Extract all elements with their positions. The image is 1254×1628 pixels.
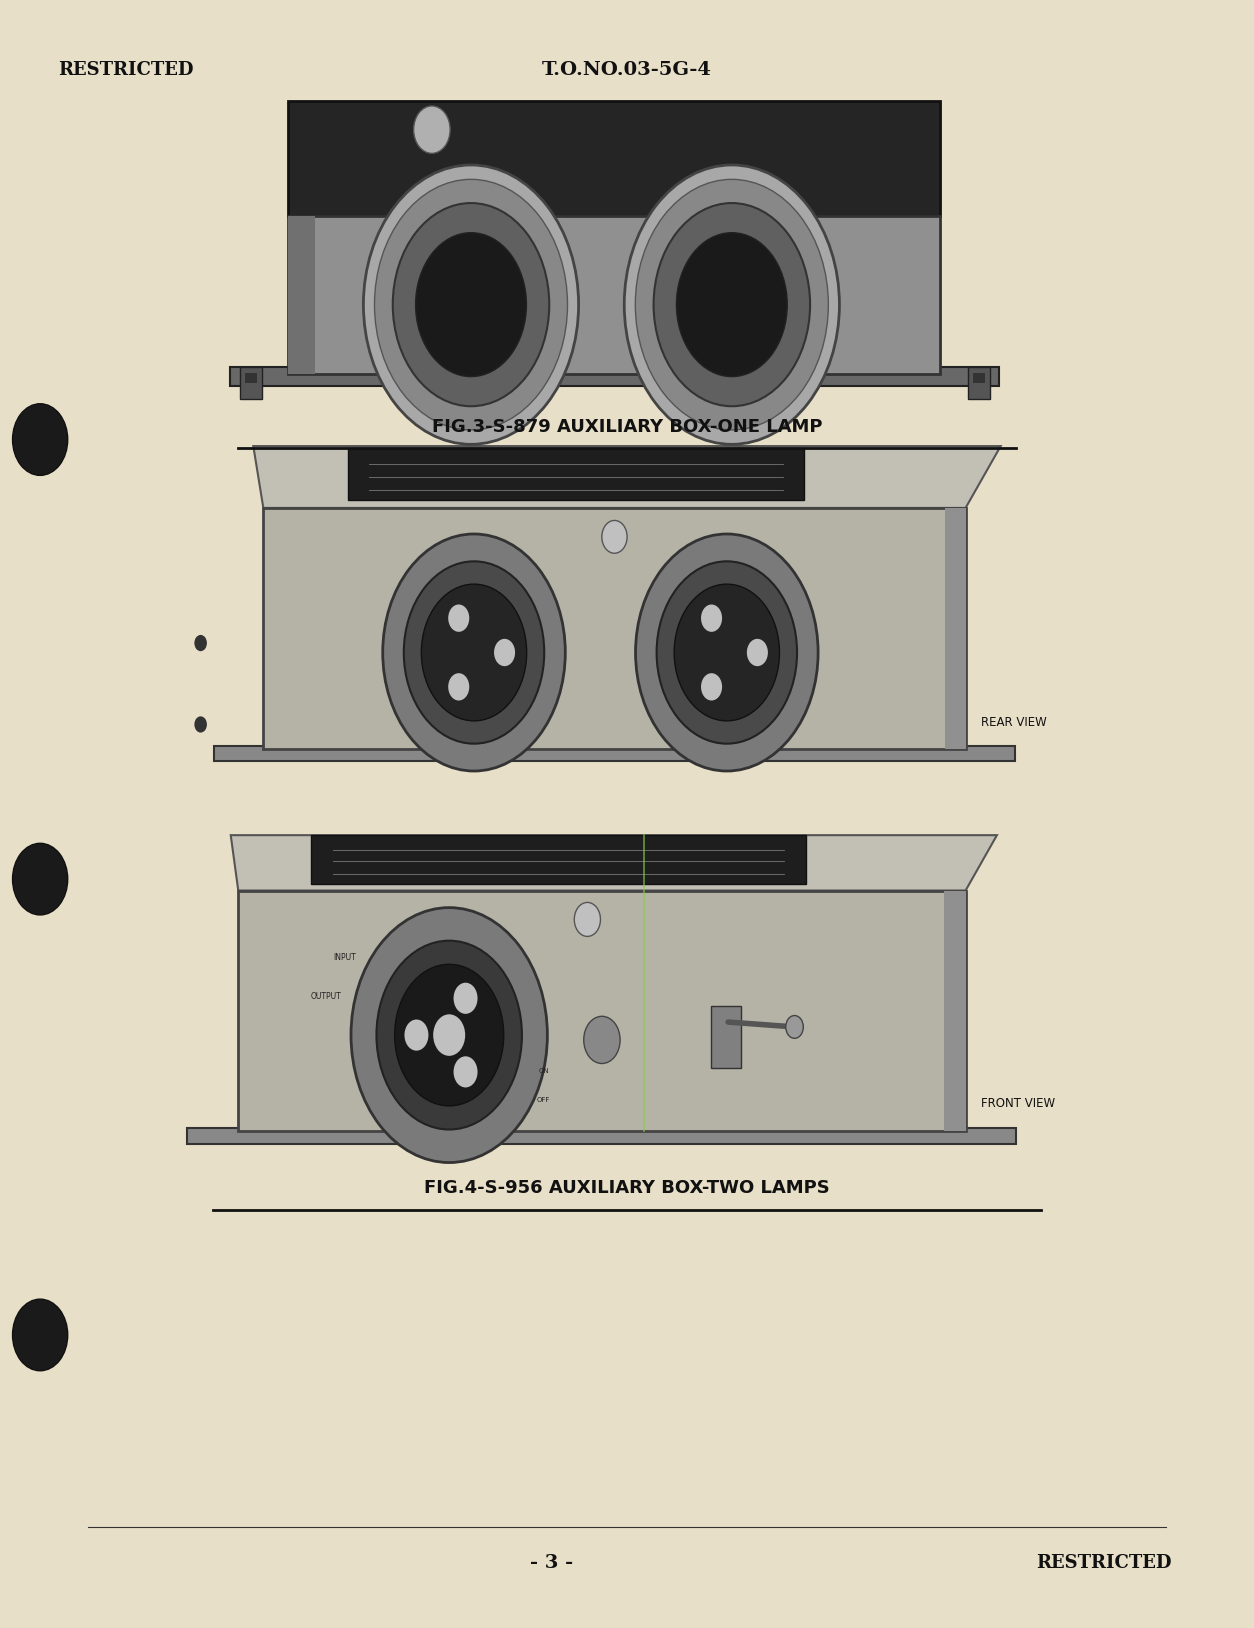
Bar	[973, 373, 986, 383]
Circle shape	[395, 964, 504, 1105]
Bar	[288, 217, 940, 374]
Circle shape	[405, 1019, 429, 1050]
Circle shape	[602, 521, 627, 554]
Circle shape	[583, 1016, 619, 1063]
Text: RESTRICTED: RESTRICTED	[58, 60, 193, 80]
Bar	[229, 366, 999, 386]
Circle shape	[454, 1057, 478, 1088]
Circle shape	[382, 534, 566, 772]
Circle shape	[415, 233, 527, 376]
Circle shape	[421, 584, 527, 721]
Circle shape	[454, 983, 478, 1014]
Circle shape	[404, 562, 544, 744]
Circle shape	[653, 204, 810, 407]
Text: ON: ON	[538, 1068, 549, 1074]
Circle shape	[786, 1016, 804, 1039]
Text: FRONT VIEW: FRONT VIEW	[981, 1097, 1055, 1110]
Circle shape	[448, 672, 469, 700]
Text: INPUT: INPUT	[332, 954, 356, 962]
Text: FIG.3-S-879 AUXILIARY BOX-ONE LAMP: FIG.3-S-879 AUXILIARY BOX-ONE LAMP	[431, 417, 823, 436]
Bar	[238, 891, 966, 1131]
Circle shape	[701, 604, 722, 632]
Circle shape	[574, 902, 601, 936]
Circle shape	[375, 179, 568, 430]
Circle shape	[636, 534, 818, 772]
Circle shape	[364, 164, 578, 444]
Circle shape	[13, 404, 68, 475]
Circle shape	[376, 941, 522, 1130]
Circle shape	[448, 604, 469, 632]
Circle shape	[676, 233, 788, 376]
Circle shape	[433, 1014, 465, 1057]
Circle shape	[624, 164, 839, 444]
Circle shape	[701, 672, 722, 700]
Bar	[240, 366, 262, 399]
Bar	[245, 373, 257, 383]
Circle shape	[194, 635, 207, 651]
Bar	[311, 835, 805, 884]
Bar	[944, 508, 966, 749]
Text: REAR VIEW: REAR VIEW	[981, 716, 1046, 729]
Circle shape	[747, 638, 767, 666]
Text: - 3 -: - 3 -	[530, 1553, 573, 1573]
Bar	[968, 366, 991, 399]
Circle shape	[657, 562, 798, 744]
Bar	[214, 746, 1014, 762]
Bar	[944, 891, 966, 1131]
Circle shape	[194, 716, 207, 733]
Bar	[711, 1006, 741, 1068]
Circle shape	[414, 106, 450, 153]
Polygon shape	[253, 446, 1001, 508]
Circle shape	[636, 179, 829, 430]
Text: FIG.4-S-956 AUXILIARY BOX-TWO LAMPS: FIG.4-S-956 AUXILIARY BOX-TWO LAMPS	[424, 1179, 830, 1198]
Circle shape	[675, 584, 780, 721]
Circle shape	[13, 843, 68, 915]
Polygon shape	[231, 835, 997, 891]
Bar	[347, 448, 804, 500]
Text: OFF: OFF	[537, 1097, 551, 1104]
Text: RESTRICTED: RESTRICTED	[1036, 1553, 1171, 1573]
Bar	[263, 508, 966, 749]
Text: OUTPUT: OUTPUT	[311, 991, 342, 1001]
Circle shape	[351, 908, 547, 1162]
Circle shape	[13, 1299, 68, 1371]
Circle shape	[494, 638, 515, 666]
Bar	[288, 101, 940, 217]
Bar	[288, 217, 315, 374]
Bar	[187, 1128, 1017, 1144]
Text: T.O.NO.03-5G-4: T.O.NO.03-5G-4	[542, 60, 712, 80]
Circle shape	[393, 204, 549, 407]
